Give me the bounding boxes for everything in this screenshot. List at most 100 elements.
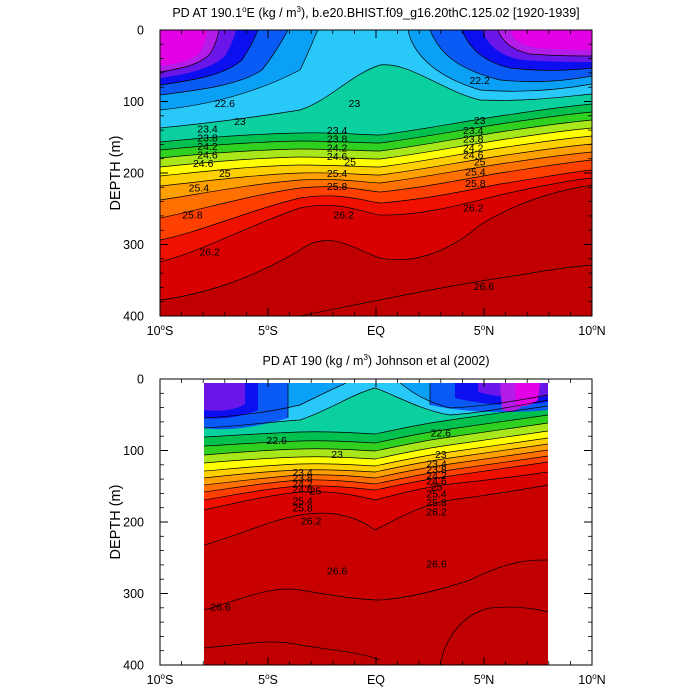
contour-label: 23.8: [197, 132, 218, 144]
top-axes: 10oS 5oS EQ 5oN 10oN 0 100 200 300 400: [123, 24, 606, 339]
contour-label: 24.6: [327, 151, 348, 163]
y-tick-label: 200: [123, 516, 144, 530]
contour-label: 25: [219, 168, 231, 180]
contour-line: [160, 30, 319, 111]
contour-line: [160, 159, 592, 219]
contour-line: [160, 64, 592, 129]
contour-label: 23.4: [463, 125, 484, 137]
contour-line: [160, 103, 592, 143]
contour-label: 23.8: [463, 134, 484, 146]
y-tick-label: 400: [123, 310, 144, 324]
contour-label: 23: [474, 115, 486, 127]
contour-line: [204, 559, 548, 611]
x-tick-label: EQ: [367, 324, 385, 338]
contour-label: 24.6: [193, 158, 214, 170]
contour-label: 24.2: [327, 142, 348, 154]
bottom-panel: PD AT 190 (kg / m3) Johnson et al (2002): [108, 353, 606, 687]
y-tick-label: 100: [123, 95, 144, 109]
contour-label: 23: [349, 98, 361, 110]
contour-label: 25.8: [182, 209, 203, 221]
contour-line: [160, 143, 592, 187]
y-tick-label: 400: [123, 659, 144, 673]
x-tick-label: 10oN: [578, 323, 605, 338]
contour-label: 23.4: [292, 467, 313, 479]
x-tick-label: 5oN: [474, 323, 494, 338]
contour-line: [204, 414, 548, 447]
contour-label: 25.4: [327, 168, 348, 180]
contour-label: 23: [435, 449, 447, 461]
contour-line: [204, 430, 548, 464]
contour-line: [204, 383, 347, 419]
bottom-contour-field: [204, 383, 548, 665]
contour-label: 26.2: [333, 209, 354, 221]
contour-label: 22.6: [215, 98, 236, 110]
contour-label: 25.8: [292, 503, 313, 515]
contour-line: [461, 30, 592, 71]
contour-label: 25: [474, 157, 486, 169]
contour-line: [299, 264, 592, 316]
y-tick-label: 100: [123, 444, 144, 458]
contour-label: 26.2: [426, 506, 447, 518]
bottom-ylabel: DEPTH (m): [108, 485, 124, 560]
contour-label: 23: [234, 116, 246, 128]
contour-line: [204, 461, 548, 501]
contour-label: 25.8: [465, 178, 486, 190]
contour-line: [160, 184, 592, 301]
contour-line: [160, 119, 592, 159]
contour-label: 24.6: [463, 149, 484, 161]
x-tick-label: 5oS: [258, 672, 278, 687]
contour-label: 23.4: [197, 124, 218, 136]
contour-label: 25.8: [426, 497, 447, 509]
contour-label: 24.2: [197, 141, 218, 153]
contour-label: 24.6: [197, 149, 218, 161]
x-tick-label: 10oS: [147, 672, 174, 687]
bottom-title: PD AT 190 (kg / m3) Johnson et al (2002): [262, 353, 489, 368]
contour-label: 22.6: [266, 435, 287, 447]
contour-line: [204, 387, 548, 429]
contour-label: 26.6: [426, 558, 447, 570]
contour-line: [160, 169, 592, 241]
contour-line: [160, 151, 592, 201]
contour-label: 23: [331, 449, 343, 461]
contour-line: [407, 30, 592, 92]
contour-label: 24.6: [292, 484, 313, 496]
x-tick-label: 5oN: [474, 672, 494, 687]
contour-label: 22.6: [431, 428, 452, 440]
contour-label: 23.4: [426, 458, 447, 470]
y-tick-label: 0: [137, 24, 144, 38]
top-contour-field: [160, 30, 592, 316]
contour-line: [204, 641, 381, 661]
contour-label: 24.2: [463, 142, 484, 154]
x-tick-label: 5oS: [258, 323, 278, 338]
contour-line: [204, 405, 548, 438]
contour-line: [204, 437, 548, 472]
x-tick-label: EQ: [367, 673, 385, 687]
x-tick-label: 10oN: [578, 672, 605, 687]
contour-label: 23.8: [292, 473, 313, 485]
contour-line: [204, 455, 548, 493]
contour-label: 23.8: [327, 134, 348, 146]
contour-line: [160, 135, 592, 177]
contour-line: [497, 30, 592, 57]
contour-line: [204, 449, 548, 486]
contour-label: 22.2: [469, 75, 490, 87]
contour-label: 24.6: [426, 476, 447, 488]
contour-line: [160, 30, 289, 96]
x-tick-label: 10oS: [147, 323, 174, 338]
contour-line: [399, 383, 548, 409]
contour-line: [160, 177, 592, 263]
band-21.4-east: [510, 30, 592, 50]
contour-label: 25.4: [426, 488, 447, 500]
y-tick-label: 300: [123, 238, 144, 252]
contour-label: 24.2: [292, 478, 313, 490]
contour-label: 23.4: [327, 125, 348, 137]
bottom-axes: 10oS 5oS EQ 5oN 10oN 0 100 200 300 400: [123, 373, 606, 688]
band-21.4-east: [515, 383, 540, 407]
top-ylabel: DEPTH (m): [108, 136, 124, 211]
y-tick-label: 300: [123, 587, 144, 601]
contour-line: [204, 422, 548, 456]
contour-line: [429, 30, 592, 83]
contour-label: 26.2: [301, 516, 322, 528]
